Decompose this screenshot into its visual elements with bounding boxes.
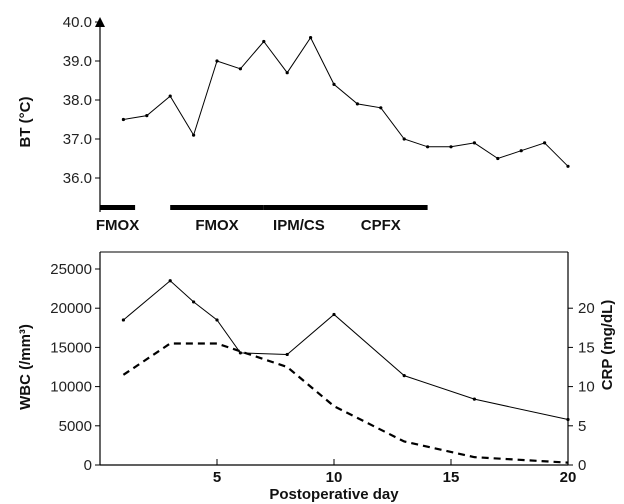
bt-point — [402, 137, 406, 141]
bt-point — [121, 117, 125, 122]
bt-point — [332, 82, 336, 86]
bt-point — [496, 156, 500, 161]
wbc-point — [332, 312, 336, 317]
wbc-point — [121, 318, 125, 322]
bt-y-axis-label: BT (°C) — [17, 97, 34, 148]
bt-point — [238, 67, 242, 71]
bt-point — [355, 102, 359, 106]
wbc-y-axis-label: WBC (/mm³) — [17, 324, 34, 410]
bt-point — [543, 141, 547, 145]
wbc-series-points — [121, 279, 570, 422]
wbc-point — [566, 417, 570, 422]
bt-point — [309, 36, 313, 40]
x-tick-label: 10 — [326, 469, 343, 486]
bt-point — [145, 114, 149, 118]
wbc-point — [238, 351, 242, 355]
x-tick-label: 20 — [560, 469, 577, 486]
antibiotic-bar — [170, 205, 264, 210]
wbc-point — [402, 374, 406, 378]
wbc-point — [472, 397, 476, 401]
bt-y-tick-label: 36.0 — [63, 170, 92, 187]
antibiotic-bar — [334, 205, 428, 210]
antibiotic-label: FMOX — [96, 217, 139, 234]
x-axis-label: Postoperative day — [269, 486, 399, 503]
crp-y-axis-label: CRP (mg/dL) — [599, 300, 616, 391]
bt-y-tick-label: 40.0 — [63, 14, 92, 31]
crp-y-tick-label: 20 — [578, 300, 595, 317]
crp-y-ticks: 0 5 10 15 20 — [568, 300, 595, 474]
crp-y-tick-label: 15 — [578, 339, 595, 356]
antibiotic-bars: FMOX FMOX IPM/CS CPFX — [96, 205, 428, 234]
bt-point — [519, 149, 523, 153]
bt-point — [472, 141, 476, 145]
crp-y-tick-label: 10 — [578, 379, 595, 396]
bt-point — [285, 71, 289, 75]
bt-point — [379, 106, 383, 110]
wbc-point — [215, 318, 219, 322]
x-ticks: 5 10 15 20 — [213, 459, 577, 486]
bt-panel: 36.0 37.0 38.0 39.0 40.0 BT (°C) FMOX FMOX IPM… — [17, 14, 570, 234]
crp-y-tick-label: 0 — [578, 457, 586, 474]
wbc-point — [192, 300, 196, 304]
wbc-y-tick-label: 25000 — [50, 261, 92, 278]
wbc-y-tick-label: 20000 — [50, 300, 92, 317]
crp-series-line — [122, 342, 569, 464]
antibiotic-label: CPFX — [361, 217, 401, 234]
bt-point — [449, 145, 453, 149]
antibiotic-label: IPM/CS — [273, 217, 325, 234]
wbc-y-tick-label: 0 — [84, 457, 92, 474]
bt-point — [426, 145, 430, 149]
wbc-point — [285, 352, 289, 357]
bt-series-points — [121, 36, 570, 168]
bt-series-line — [123, 36, 569, 167]
bt-point — [262, 39, 266, 44]
antibiotic-bar — [263, 205, 334, 210]
wbc-y-tick-label: 10000 — [50, 379, 92, 396]
bt-y-tick-label: 37.0 — [63, 131, 92, 148]
antibiotic-label: FMOX — [195, 217, 238, 234]
bt-point — [192, 133, 196, 137]
x-tick-label: 15 — [443, 469, 460, 486]
wbc-y-ticks: 0 5000 10000 15000 20000 25000 — [50, 261, 100, 474]
lab-panel: 0 5000 10000 15000 20000 25000 0 5 10 15 20 5 10 15… — [17, 251, 616, 503]
antibiotic-bar — [100, 205, 136, 210]
wbc-y-tick-label: 5000 — [59, 418, 92, 435]
wbc-y-tick-label: 15000 — [50, 339, 92, 356]
wbc-point — [168, 279, 172, 283]
bt-point — [566, 164, 570, 168]
bt-point — [168, 94, 172, 98]
bt-y-tick-label: 38.0 — [63, 92, 92, 109]
bt-y-tick-label: 39.0 — [63, 53, 92, 70]
bt-point — [215, 59, 219, 63]
x-tick-label: 5 — [213, 469, 221, 486]
wbc-series-line — [123, 280, 569, 421]
bt-y-ticks: 36.0 37.0 38.0 39.0 40.0 — [63, 14, 100, 187]
crp-y-tick-label: 5 — [578, 418, 586, 435]
